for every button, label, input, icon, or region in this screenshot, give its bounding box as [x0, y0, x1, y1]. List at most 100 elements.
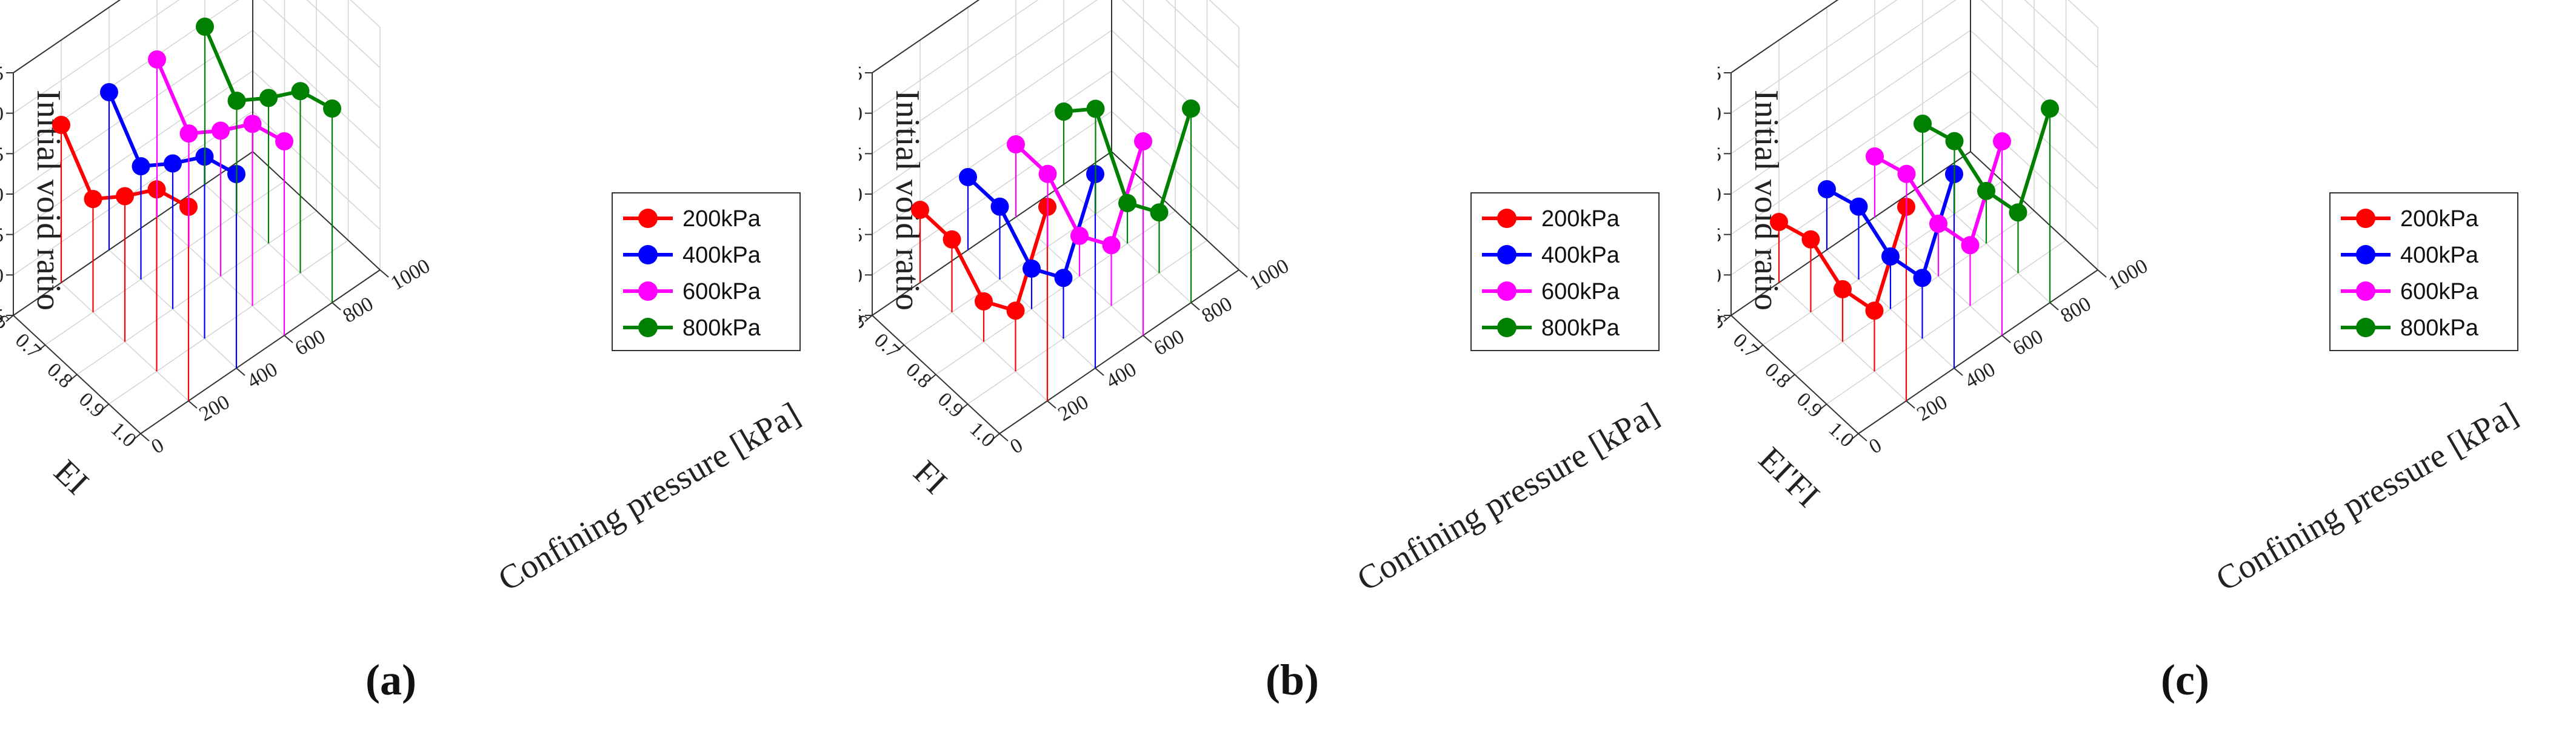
wall-grid-line	[872, 0, 1098, 154]
y-axis-line	[140, 269, 381, 434]
legend: 200kPa 400kPa 600kPa 800kPa	[612, 192, 801, 351]
wall-grid-line	[1730, 0, 1838, 73]
marker-800kPa	[1182, 99, 1200, 118]
wall-grid-line	[2067, 0, 2098, 28]
x-tick	[1755, 344, 1764, 352]
legend-label: 600kPa	[682, 279, 761, 304]
y-tick-label: 1000	[387, 255, 434, 295]
y-tick	[1095, 368, 1104, 376]
wall-grid-line	[252, 110, 381, 230]
x-tick	[1723, 315, 1732, 322]
marker-600kPa	[1134, 132, 1152, 150]
marker-800kPa	[291, 82, 310, 101]
floor-edge-line	[872, 151, 1112, 316]
y-tick	[999, 433, 1009, 442]
wall-grid-line	[2024, 0, 2098, 69]
series-group	[911, 99, 1200, 401]
z-tick-label: 0.60	[1718, 103, 1721, 126]
z-tick-label: 0.50	[0, 184, 4, 206]
y-axis-label: Confining pressure [kPa]	[1351, 395, 1666, 599]
marker-400kPa	[132, 157, 150, 176]
y-tick	[284, 335, 293, 343]
y-tick-label: 800	[1198, 292, 1236, 328]
z-tick-label: 0.60	[859, 103, 863, 126]
marker-200kPa	[116, 187, 134, 206]
y-tick	[332, 302, 341, 311]
legend-marker-400kPa	[2356, 245, 2375, 264]
floor-grid-line	[1794, 210, 2035, 375]
wall-grid-line	[1111, 70, 1240, 190]
x-tick-label: 0.7	[1729, 329, 1763, 363]
wall-grid-line	[13, 0, 180, 114]
marker-200kPa	[1006, 301, 1025, 320]
y-tick	[1954, 368, 1963, 376]
x-tick	[37, 344, 46, 352]
marker-200kPa	[911, 201, 929, 219]
marker-400kPa	[1818, 180, 1836, 198]
marker-200kPa	[1801, 230, 1820, 249]
wall-grid-line	[1730, 0, 1957, 154]
floor-edge-line	[252, 151, 381, 270]
y-tick-label: 600	[2009, 325, 2047, 360]
x-tick-label: 1.0	[1824, 418, 1858, 452]
wall-grid-line	[1121, 0, 1240, 109]
wall-grid-line	[13, 70, 253, 235]
y-axis-line	[1858, 269, 2098, 434]
wall-grid-line	[872, 110, 1112, 275]
marker-600kPa	[243, 115, 262, 133]
floor-grid-line	[967, 240, 1207, 405]
marker-800kPa	[227, 92, 246, 110]
x-tick	[928, 374, 936, 381]
chart-panel-a: 0.60.70.80.91.0020040060080010000.350.40…	[0, 0, 806, 599]
z-tick-label: 0.60	[0, 103, 4, 126]
marker-800kPa	[1977, 181, 1995, 200]
legend-label: 600kPa	[2400, 279, 2479, 304]
z-tick-label: 0.45	[859, 224, 863, 247]
wall-grid-line	[252, 70, 381, 190]
legend: 200kPa 400kPa 600kPa 800kPa	[1470, 192, 1660, 351]
wall-grid-line	[13, 30, 253, 195]
wall-grid-line	[1980, 0, 2098, 109]
y-tick	[236, 368, 245, 376]
y-tick-label: 0	[148, 434, 168, 459]
wall-grid-line	[872, 0, 979, 73]
x-tick	[1850, 433, 1859, 440]
marker-400kPa	[164, 154, 182, 173]
floor-edge-line	[13, 151, 253, 316]
marker-800kPa	[323, 99, 341, 118]
legend-label: 200kPa	[1541, 206, 1620, 232]
legend-marker-600kPa	[1497, 281, 1517, 301]
marker-800kPa	[259, 89, 278, 107]
x-tick-label: 0.7	[870, 329, 904, 363]
marker-600kPa	[1007, 135, 1025, 153]
y-tick	[140, 433, 150, 442]
wall-grid-line	[1730, 70, 1971, 235]
z-tick-label: 0.50	[1718, 184, 1721, 206]
y-tick	[1143, 335, 1152, 343]
x-tick-label: 0.7	[11, 329, 45, 363]
y-tick	[1047, 400, 1056, 409]
caption-c: (c)	[2161, 656, 2209, 704]
legend-marker-200kPa	[1497, 209, 1517, 228]
legend-marker-600kPa	[2356, 281, 2375, 301]
legend-label: 400kPa	[682, 243, 761, 268]
legend-marker-400kPa	[1497, 245, 1517, 264]
marker-600kPa	[212, 121, 230, 140]
x-axis-label: FI	[906, 453, 954, 501]
y-tick-label: 1000	[2105, 255, 2152, 295]
y-tick-label: 600	[1150, 325, 1189, 360]
wall-grid-line	[872, 0, 1039, 114]
y-tick-label: 400	[1961, 358, 2000, 393]
marker-400kPa	[1054, 269, 1073, 287]
wall-grid-line	[1730, 110, 1971, 275]
legend-marker-800kPa	[1497, 318, 1517, 337]
z-tick-label: 0.40	[859, 264, 863, 287]
marker-600kPa	[1070, 226, 1089, 245]
marker-200kPa	[1770, 213, 1788, 231]
y-tick	[1906, 400, 1915, 409]
floor-grid-line	[76, 210, 317, 375]
z-tick-label: 0.40	[1718, 264, 1721, 287]
y-tick-label: 400	[1103, 358, 1141, 393]
wall-grid-line	[1970, 30, 2098, 149]
legend-label: 400kPa	[2400, 243, 2479, 268]
